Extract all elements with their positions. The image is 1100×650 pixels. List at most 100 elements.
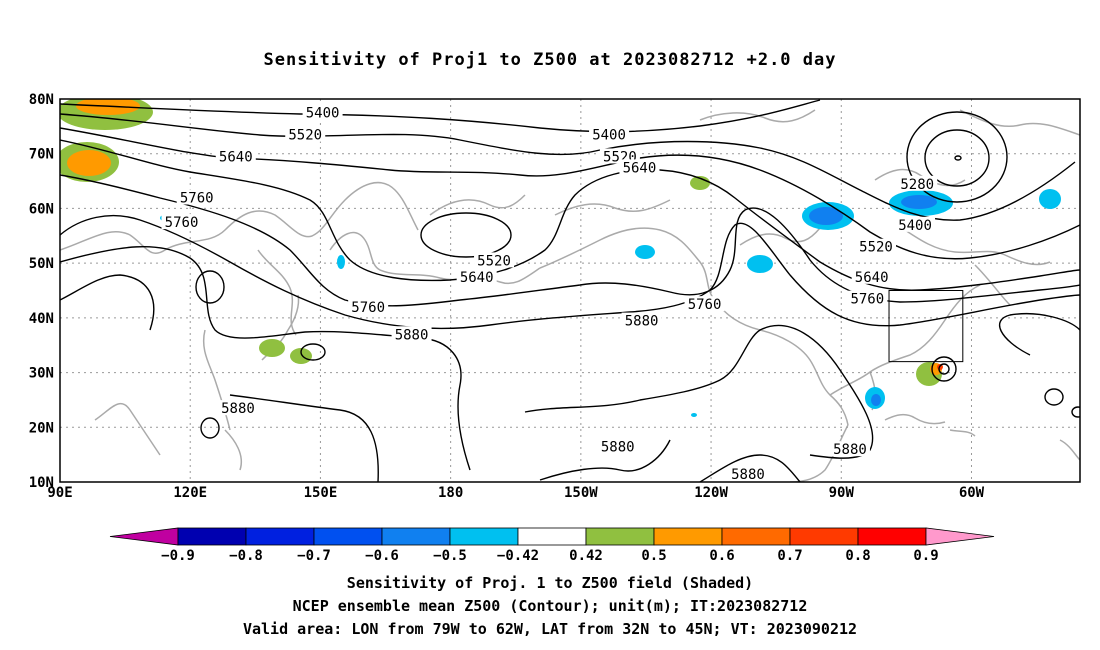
coastline	[904, 229, 1051, 266]
contour-line	[60, 214, 1080, 330]
coastline	[699, 109, 816, 123]
colorbar-label: −0.5	[433, 548, 467, 564]
contour-label: 5640	[215, 148, 256, 165]
coastline	[1059, 439, 1080, 461]
longitude-labels: 90E 120E 150E 180 150W 120W 90W 60W	[47, 485, 984, 501]
contour-label-text: 5640	[460, 270, 494, 286]
colorbar-label: 0.42	[569, 548, 603, 564]
colorbar-swatch	[313, 527, 383, 546]
contour-line	[229, 394, 379, 482]
contour-label-text: 5880	[625, 314, 659, 330]
colorbar-label: −0.6	[365, 548, 399, 564]
colorbar: −0.9 −0.8 −0.7 −0.6 −0.5 −0.42 0.42 0.5 0.6 0.7 0.…	[109, 527, 995, 564]
sensitivity-shading	[60, 99, 1061, 417]
coastline	[739, 227, 821, 246]
contour-label: 5520	[285, 126, 326, 144]
contour-label-text: 5520	[477, 253, 511, 269]
map: 5400540055205520564056405760576052805400…	[29, 92, 1081, 564]
contour-label: 5640	[619, 159, 660, 176]
contour-label-text: 5760	[180, 190, 214, 206]
contour-line	[998, 313, 1080, 356]
contour-label: 5880	[621, 312, 662, 330]
coastline	[429, 194, 526, 216]
coastline	[329, 231, 541, 285]
sensitivity-blob	[76, 99, 140, 115]
sensitivity-blob	[809, 207, 843, 225]
lon-label: 120W	[694, 485, 728, 501]
contour-label: 5520	[474, 252, 515, 269]
caption-shading: Sensitivity of Proj. 1 to Z500 field (Sh…	[346, 574, 754, 592]
coastline	[257, 249, 297, 336]
coastline	[60, 181, 419, 255]
contour-line	[60, 245, 471, 471]
contour-label: 5760	[176, 189, 217, 206]
coastline	[959, 109, 1080, 136]
contour-line	[1044, 388, 1064, 406]
contour-label: 5880	[597, 438, 638, 455]
colorbar-swatch	[517, 527, 587, 546]
colorbar-label: −0.9	[161, 548, 195, 564]
contour-line	[699, 454, 801, 482]
sensitivity-blob	[901, 195, 937, 209]
lon-label: 150E	[304, 485, 338, 501]
colorbar-label: −0.42	[497, 548, 539, 564]
sensitivity-blob	[691, 413, 697, 417]
lon-label: 180	[438, 485, 463, 501]
contour-label-text: 5640	[855, 270, 889, 286]
lat-label: 60N	[29, 201, 54, 217]
lat-label: 70N	[29, 147, 54, 163]
lon-label: 90W	[829, 485, 855, 501]
contour-label: 5400	[302, 104, 343, 122]
contour-label: 5400	[895, 216, 936, 234]
contour-label: 5400	[589, 126, 630, 144]
colorbar-swatch	[245, 527, 315, 546]
contour-label-text: 5280	[900, 177, 934, 193]
contour-line	[524, 324, 874, 459]
contour-label: 5760	[348, 298, 389, 316]
contour-line	[938, 363, 950, 375]
contour-label-text: 5640	[623, 160, 657, 176]
contour-label-text: 5400	[306, 106, 340, 122]
contour-line	[931, 356, 957, 382]
contour-line	[420, 212, 512, 258]
colorbar-swatch	[789, 527, 859, 546]
contour-line	[60, 99, 821, 133]
coastline	[554, 199, 671, 216]
contour-label-text: 5760	[165, 215, 199, 231]
contour-line	[1071, 406, 1080, 418]
colorbar-swatch	[177, 527, 247, 546]
contour-label: 5640	[456, 268, 497, 286]
contour-label-text: 5520	[288, 128, 322, 144]
contour-line	[60, 113, 1076, 221]
colorbar-swatch	[721, 527, 791, 546]
sensitivity-blob	[259, 339, 285, 357]
contour-label: 5880	[391, 326, 432, 343]
sensitivity-blob	[747, 255, 773, 273]
coastline	[974, 264, 1011, 306]
contour-label: 5880	[829, 441, 870, 458]
contour-label: 5760	[847, 290, 888, 308]
coastline	[714, 299, 849, 426]
contour-line	[60, 274, 155, 331]
contour-line	[60, 174, 1080, 307]
contour-label-text: 5760	[351, 300, 385, 316]
lon-label: 60W	[959, 485, 985, 501]
coastline	[884, 413, 946, 425]
contour-line	[954, 155, 962, 161]
contour-label-text: 5880	[601, 439, 635, 455]
contour-label: 5880	[727, 465, 768, 483]
contour-label: 5520	[856, 238, 896, 256]
contour-label-text: 5760	[850, 292, 884, 308]
sensitivity-blob	[635, 245, 655, 259]
colorbar-swatch	[653, 527, 723, 546]
contour-label: 5760	[161, 214, 202, 231]
contour-label-text: 5640	[219, 149, 253, 165]
colorbar-swatch	[857, 527, 927, 546]
colorbar-over-triangle	[925, 527, 995, 546]
page-title: Sensitivity of Proj1 to Z500 at 20230827…	[263, 50, 837, 70]
contour-label: 5760	[684, 296, 725, 313]
contour-label-text: 5880	[395, 327, 429, 343]
contour-line	[200, 417, 220, 439]
coastline	[94, 403, 161, 456]
colorbar-label: 0.9	[913, 548, 938, 564]
